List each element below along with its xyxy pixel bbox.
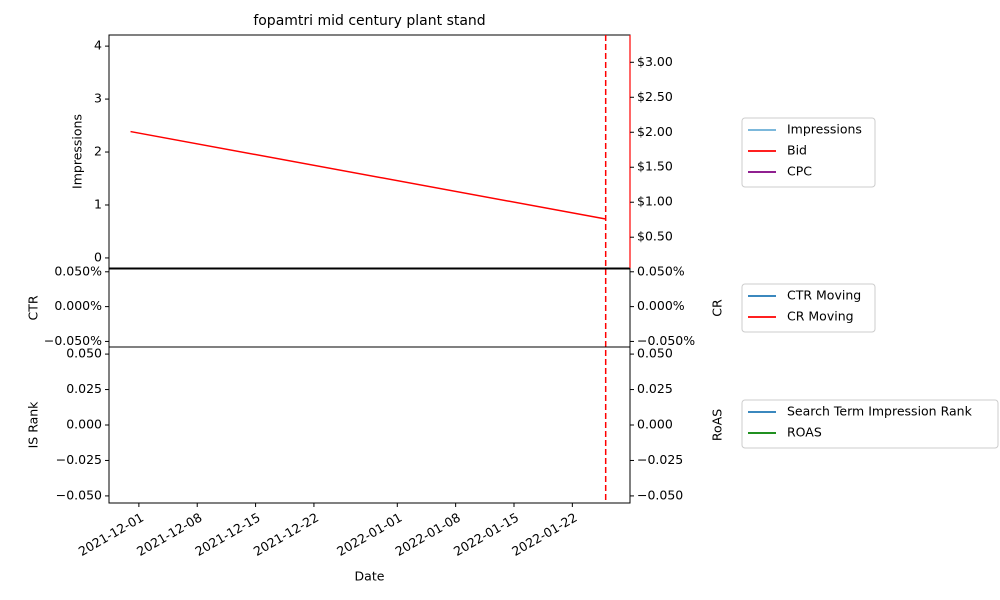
y2-axis-label: RoAS xyxy=(710,409,725,441)
y2-tick-label: 0.000 xyxy=(637,417,673,432)
y2-tick-label: −0.050% xyxy=(637,333,695,348)
y-axis-label: IS Rank xyxy=(26,401,41,449)
y-tick-label: −0.025 xyxy=(56,452,102,467)
y2-tick-label: −0.025 xyxy=(637,452,683,467)
x-tick-label: 2021-12-01 xyxy=(76,510,146,559)
x-tick-label: 2022-01-08 xyxy=(392,510,462,559)
y-tick-label: 3 xyxy=(94,91,102,106)
legend-box xyxy=(741,399,999,449)
legend-label: CTR Moving xyxy=(787,288,861,303)
y2-tick-label: 0.025 xyxy=(637,381,673,396)
legend-label: Bid xyxy=(787,143,807,158)
legend-label: Search Term Impression Rank xyxy=(787,404,973,419)
y-tick-label: 0.025 xyxy=(66,381,102,396)
legend-label: Impressions xyxy=(787,122,862,137)
y2-tick-label: $0.50 xyxy=(637,229,673,244)
y2-tick-label: $2.00 xyxy=(637,124,673,139)
y2-tick-label: 0.000% xyxy=(637,298,685,313)
y2-tick-label: −0.050 xyxy=(637,487,683,502)
y-axis-label: CTR xyxy=(26,295,41,320)
y-tick-label: −0.050 xyxy=(56,487,102,502)
y-tick-label: 0.050 xyxy=(66,346,102,361)
y-axis-label: Impressions xyxy=(70,114,85,189)
y2-tick-label: $1.00 xyxy=(637,194,673,209)
y-tick-label: 4 xyxy=(94,38,102,53)
y2-axis-label: CR xyxy=(710,299,725,317)
x-tick-label: 2021-12-15 xyxy=(192,510,262,559)
plot-frame xyxy=(108,34,631,269)
y2-tick-label: $2.50 xyxy=(637,89,673,104)
y-tick-label: 0 xyxy=(94,249,102,264)
plot-frame xyxy=(108,346,631,504)
legend-label: CPC xyxy=(787,164,812,179)
x-axis-label: Date xyxy=(355,569,385,584)
series-line xyxy=(130,130,606,220)
legend-box xyxy=(741,117,876,188)
x-tick-label: 2021-12-22 xyxy=(251,510,321,559)
y2-tick-label: $3.00 xyxy=(637,54,673,69)
legend-label: ROAS xyxy=(787,425,822,440)
x-tick-label: 2022-01-01 xyxy=(334,510,404,559)
x-tick-label: 2021-12-08 xyxy=(134,510,204,559)
x-tick-label: 2022-01-15 xyxy=(451,510,521,559)
plot-frame xyxy=(108,268,631,348)
y-tick-label: 0.000 xyxy=(66,417,102,432)
y2-tick-label: 0.050 xyxy=(637,346,673,361)
y2-tick-label: 0.050% xyxy=(637,263,685,278)
y-tick-label: −0.050% xyxy=(44,333,102,348)
y-tick-label: 1 xyxy=(94,196,102,211)
y2-tick-label: $1.50 xyxy=(637,159,673,174)
legend-label: CR Moving xyxy=(787,309,854,324)
y-tick-label: 2 xyxy=(94,144,102,159)
x-tick-label: 2022-01-22 xyxy=(509,510,579,559)
y-tick-label: 0.050% xyxy=(54,263,102,278)
y-tick-label: 0.000% xyxy=(54,298,102,313)
chart-title: fopamtri mid century plant stand xyxy=(253,13,485,29)
